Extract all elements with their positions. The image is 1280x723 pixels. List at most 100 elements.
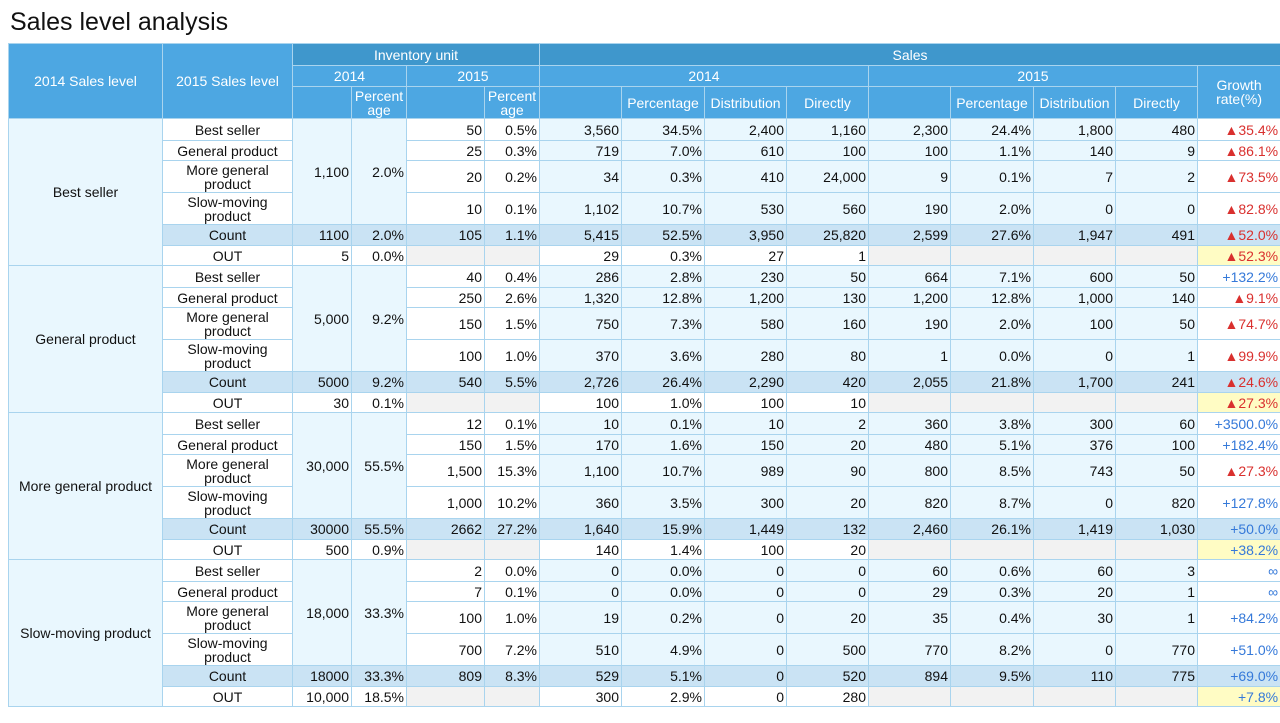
out-inv14: 10,000 [292, 686, 352, 707]
s14-directly: 0 [786, 581, 869, 602]
level-label: Best seller [162, 412, 293, 435]
count-s14d: 0 [704, 665, 787, 687]
out-inv14p: 18.5% [351, 686, 407, 707]
level-label: Slow-moving product [162, 486, 293, 519]
s14-percentage: 34.5% [621, 118, 705, 141]
inv14-percentage: 2.0% [351, 118, 407, 225]
s15-amount: 190 [868, 307, 951, 340]
s14-directly: 50 [786, 265, 869, 288]
inv15-percentage: 1.0% [484, 601, 540, 634]
s15-percentage: 8.7% [950, 486, 1034, 519]
header-s14-distribution: Distribution [704, 86, 787, 119]
level-label: More general product [162, 601, 293, 634]
header-2014-sales-level: 2014 Sales level [8, 43, 163, 119]
count-inv15p: 5.5% [484, 371, 540, 393]
level-label: General product [162, 287, 293, 308]
level-label: Count [162, 371, 293, 393]
s15-distribution: 376 [1033, 434, 1116, 455]
out-inv15p-empty [484, 245, 540, 266]
out-s15-empty [868, 686, 951, 707]
s15-distribution: 300 [1033, 412, 1116, 435]
out-s15dir-empty [1115, 686, 1198, 707]
s15-directly: 1 [1115, 339, 1198, 372]
s14-percentage: 1.6% [621, 434, 705, 455]
out-s14p: 2.9% [621, 686, 705, 707]
level-label: Best seller [162, 559, 293, 582]
inv15-percentage: 1.0% [484, 339, 540, 372]
s14-directly: 160 [786, 307, 869, 340]
s14-distribution: 300 [704, 486, 787, 519]
s15-percentage: 7.1% [950, 265, 1034, 288]
count-s14: 1,640 [539, 518, 622, 540]
count-inv15: 809 [406, 665, 485, 687]
growth-rate: ▲86.1% [1196, 140, 1280, 161]
count-s15d: 110 [1033, 665, 1116, 687]
s14-percentage: 2.8% [621, 265, 705, 288]
s14-distribution: 10 [704, 412, 787, 435]
s14-directly: 20 [786, 434, 869, 455]
s14-distribution: 280 [704, 339, 787, 372]
s15-percentage: 0.3% [950, 581, 1034, 602]
sales-level-table: 2014 Sales level 2015 Sales level Invent… [8, 43, 1280, 707]
out-row: OUT 5 0.0% 29 0.3% 27 1 ▲52.3% [9, 245, 1280, 266]
s15-percentage: 8.2% [950, 633, 1034, 666]
count-s14: 2,726 [539, 371, 622, 393]
level-label: More general product [162, 160, 293, 193]
inv14-percentage: 33.3% [351, 559, 407, 666]
s15-directly: 100 [1115, 434, 1198, 455]
s15-directly: 60 [1115, 412, 1198, 435]
header-s15-amount [868, 86, 951, 119]
s15-distribution: 0 [1033, 339, 1116, 372]
s15-distribution: 7 [1033, 160, 1116, 193]
count-inv15p: 8.3% [484, 665, 540, 687]
inv14-unit: 30,000 [292, 412, 352, 519]
header-s15-percentage: Percentage [950, 86, 1034, 119]
growth-rate: ▲27.3% [1196, 454, 1280, 487]
s14-amount: 286 [539, 265, 622, 288]
out-inv14p: 0.0% [351, 245, 407, 266]
inv14-percentage: 9.2% [351, 265, 407, 372]
s15-distribution: 30 [1033, 601, 1116, 634]
s15-percentage: 2.0% [950, 192, 1034, 225]
s14-directly: 24,000 [786, 160, 869, 193]
s14-amount: 170 [539, 434, 622, 455]
count-s14d: 1,449 [704, 518, 787, 540]
inv15-unit: 700 [406, 633, 485, 666]
table-row: Slow-moving product 700 7.2% 510 4.9% 0 500 770… [9, 633, 1280, 666]
count-s14dir: 520 [786, 665, 869, 687]
out-s15d-empty [1033, 245, 1116, 266]
inv14-unit: 5,000 [292, 265, 352, 372]
level-label: Count [162, 665, 293, 687]
count-s15: 894 [868, 665, 951, 687]
s14-amount: 1,100 [539, 454, 622, 487]
s15-percentage: 5.1% [950, 434, 1034, 455]
level-label: OUT [162, 539, 293, 560]
table-row: General product 7 0.1% 0 0.0% 0 0 29 0.3% 20 1 ∞ [9, 581, 1280, 602]
s14-directly: 2 [786, 412, 869, 435]
s15-percentage: 0.0% [950, 339, 1034, 372]
inv15-unit: 40 [406, 265, 485, 288]
out-s14: 140 [539, 539, 622, 560]
s15-amount: 770 [868, 633, 951, 666]
table-row: More general product 100 1.0% 19 0.2% 0 20 35 0.… [9, 601, 1280, 634]
s15-amount: 190 [868, 192, 951, 225]
s15-percentage: 3.8% [950, 412, 1034, 435]
s15-distribution: 1,000 [1033, 287, 1116, 308]
s14-directly: 20 [786, 601, 869, 634]
inv15-percentage: 15.3% [484, 454, 540, 487]
s14-percentage: 0.0% [621, 559, 705, 582]
s15-amount: 800 [868, 454, 951, 487]
count-s15d: 1,419 [1033, 518, 1116, 540]
s14-directly: 80 [786, 339, 869, 372]
out-s15d-empty [1033, 539, 1116, 560]
s15-directly: 140 [1115, 287, 1198, 308]
out-s15p-empty [950, 245, 1034, 266]
count-s14p: 15.9% [621, 518, 705, 540]
count-inv14: 5000 [292, 371, 352, 393]
out-s14: 29 [539, 245, 622, 266]
table-row: More general product Best seller 30,000 55.… [8, 412, 1280, 560]
s15-distribution: 60 [1033, 559, 1116, 582]
header-s15-distribution: Distribution [1033, 86, 1116, 119]
s15-directly: 9 [1115, 140, 1198, 161]
s15-amount: 35 [868, 601, 951, 634]
